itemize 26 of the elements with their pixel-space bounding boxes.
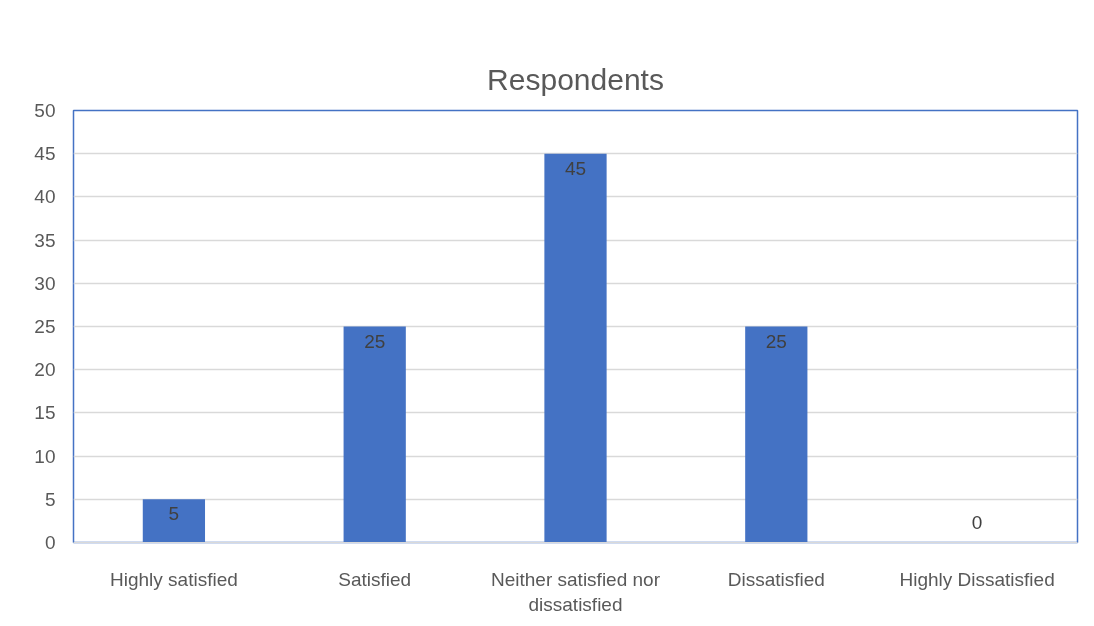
- y-tick-label: 25: [34, 316, 56, 337]
- bar: [544, 153, 607, 543]
- y-tick-label: 45: [34, 143, 56, 165]
- bar: [745, 326, 808, 543]
- data-label: 25: [364, 330, 386, 352]
- data-label: 25: [765, 330, 787, 352]
- y-tick-label: 0: [44, 532, 56, 553]
- x-tick-label: Dissatisfied: [727, 568, 825, 590]
- y-tick-label: 10: [34, 445, 56, 467]
- bar: [142, 499, 206, 543]
- data-label: 5: [168, 503, 180, 525]
- x-tick-label: Highly Dissatisfied: [899, 568, 1055, 590]
- y-tick-label: 20: [34, 359, 56, 381]
- y-tick-label: 30: [34, 272, 56, 294]
- x-tick-label: Neither satisfied nor dissatisfied: [491, 568, 661, 615]
- chart-title: Respondents: [487, 62, 664, 96]
- y-tick-label: 15: [34, 402, 56, 424]
- y-tick-label: 5: [44, 488, 56, 510]
- y-tick-label: 35: [34, 229, 56, 251]
- x-tick-label: Satisfied: [338, 568, 412, 590]
- data-label: 45: [564, 157, 587, 179]
- x-tick-label: Highly satisfied: [110, 568, 238, 590]
- data-label: 0: [971, 511, 983, 533]
- y-tick-label: 40: [34, 186, 56, 208]
- bar: [343, 326, 406, 543]
- y-tick-label: 50: [34, 100, 56, 121]
